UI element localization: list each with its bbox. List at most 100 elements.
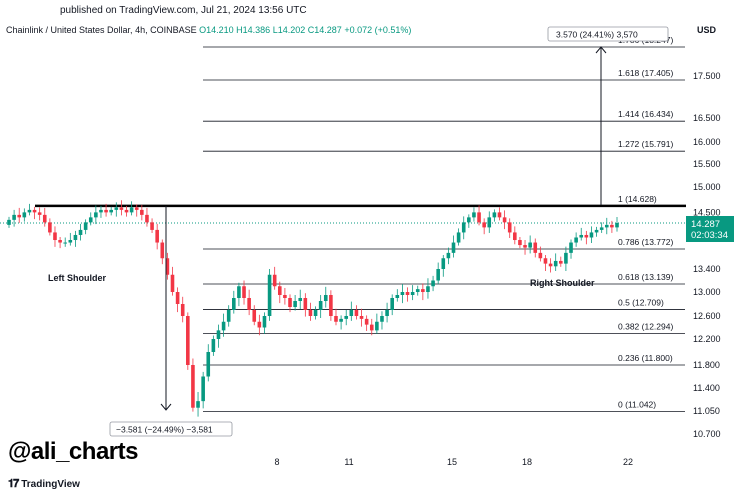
candle-body xyxy=(405,292,410,295)
candle-body xyxy=(599,227,604,230)
candle-body xyxy=(364,318,369,325)
candle-body xyxy=(150,222,154,230)
target-measure-arrow xyxy=(595,46,607,54)
candle-body xyxy=(78,229,83,235)
price-tick-label: 12.200 xyxy=(693,334,721,344)
candle-body xyxy=(385,310,389,316)
price-tick-label: 11.050 xyxy=(693,406,720,416)
candle-body xyxy=(277,286,282,295)
candle-body xyxy=(155,229,159,243)
currency-button[interactable]: USD xyxy=(697,25,717,35)
price-tick-label: 12.600 xyxy=(693,311,721,321)
candle-body xyxy=(569,242,573,253)
candle-body xyxy=(482,222,486,228)
candle-body xyxy=(410,292,415,295)
price-tick-label: 13.000 xyxy=(693,287,721,297)
fib-label: 0.786 (13.772) xyxy=(618,237,673,247)
candle-body xyxy=(180,304,185,316)
candle-body xyxy=(201,376,205,402)
time-tick-label: 22 xyxy=(623,457,633,467)
candle-body xyxy=(104,209,108,213)
candle-body xyxy=(206,352,211,377)
candle-body xyxy=(119,207,124,210)
candle-body xyxy=(262,316,267,328)
price-axis: 17.500 16.500 16.000 15.500 15.000 14.500 13.4… xyxy=(693,71,721,439)
candle-body xyxy=(247,298,251,310)
candle-body xyxy=(114,207,119,210)
candle-body xyxy=(17,214,22,218)
fib-label: 0.618 (13.139) xyxy=(618,272,673,282)
published-caption: published on TradingView.com, Jul 21, 20… xyxy=(60,5,307,16)
candle-body xyxy=(73,234,78,241)
price-tick-label: 13.400 xyxy=(693,264,721,274)
candle-body xyxy=(446,252,451,259)
fib-label: 1.414 (16.434) xyxy=(618,109,673,119)
candle-body xyxy=(175,292,180,304)
candle-body xyxy=(37,212,42,215)
fib-label: 0.382 (12.294) xyxy=(618,322,673,332)
candle-body xyxy=(27,209,32,213)
candle-body xyxy=(518,240,522,246)
candle-body xyxy=(507,222,512,233)
candle-body xyxy=(99,209,103,213)
candle-body xyxy=(88,217,93,223)
candle-body xyxy=(58,240,62,243)
candle-body xyxy=(344,316,349,319)
candle-body xyxy=(191,365,195,408)
time-axis: 8 11 15 18 22 xyxy=(274,457,633,467)
candle-body xyxy=(589,232,594,238)
candle-body xyxy=(216,330,221,339)
close-value: C14.287 xyxy=(307,25,342,35)
candle-body xyxy=(257,321,262,328)
candle-body xyxy=(53,232,57,241)
depth-measure-label: −3.581 (−24.49%) −3,581 xyxy=(109,421,233,437)
price-tick-label: 15.000 xyxy=(693,182,721,192)
candle-body xyxy=(487,217,492,228)
candle-body xyxy=(323,295,328,301)
candle-body xyxy=(170,274,175,292)
candle-body xyxy=(354,310,359,316)
target-measure-label: 3.570 (24.41%) 3,570 xyxy=(547,26,669,42)
candle-body xyxy=(477,212,481,223)
candle-body xyxy=(369,324,374,331)
candle-body xyxy=(380,316,384,322)
candle-body xyxy=(558,260,563,264)
current-price-text: 14.287 xyxy=(691,219,720,230)
candle-body xyxy=(160,242,165,259)
candle-body xyxy=(7,219,11,225)
candle-body xyxy=(232,298,236,310)
time-tick-label: 11 xyxy=(344,457,353,467)
candle-body xyxy=(553,260,558,267)
time-tick-label: 15 xyxy=(447,457,457,467)
candle-body xyxy=(129,207,134,213)
price-tick-label: 16.000 xyxy=(693,137,721,147)
candle-body xyxy=(12,214,16,220)
candle-body xyxy=(145,214,149,223)
candle-body xyxy=(467,217,471,223)
price-tick-label: 11.800 xyxy=(693,360,720,370)
symbol-title: Chainlink / United States Dollar, 4h, CO… xyxy=(6,25,197,35)
candle-body xyxy=(186,316,190,365)
target-measure-text: 3.570 (24.41%) 3,570 xyxy=(556,30,638,40)
candle-body xyxy=(42,214,47,223)
candle-body xyxy=(523,245,527,248)
candle-body xyxy=(221,321,226,331)
candle-body xyxy=(594,229,599,233)
countdown-text: 02:03:34 xyxy=(691,230,728,241)
fib-label: 0.5 (12.709) xyxy=(618,297,664,307)
candle-body xyxy=(543,258,548,264)
tradingview-logo-text: TradingView xyxy=(21,479,80,490)
candle-body xyxy=(390,298,394,310)
measure-tools xyxy=(160,46,607,411)
candle-body xyxy=(375,321,379,331)
candles xyxy=(7,200,619,417)
candle-body xyxy=(226,310,231,322)
candle-body xyxy=(538,252,543,259)
candle-body xyxy=(293,301,297,307)
candle-body xyxy=(48,222,52,233)
price-tick-label: 11.400 xyxy=(693,383,720,393)
tradingview-logo[interactable]: 𝟏𝟕 TradingView xyxy=(8,478,80,491)
candle-body xyxy=(533,242,538,253)
time-tick-label: 8 xyxy=(274,457,279,467)
